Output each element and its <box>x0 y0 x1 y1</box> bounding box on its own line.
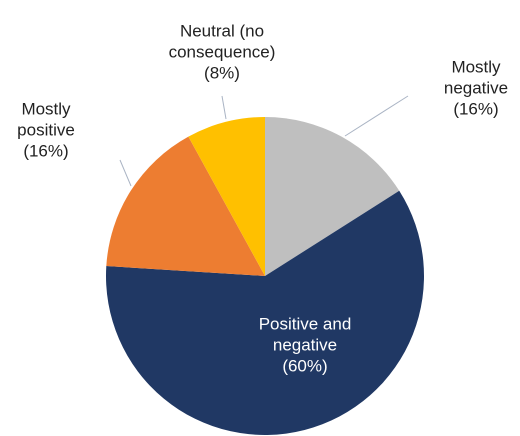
category-label: Mostly positive <box>17 99 75 140</box>
value-label: (8%) <box>204 63 240 83</box>
pie-slice <box>105 190 424 436</box>
leader-line <box>119 159 132 187</box>
slice-label: Neutral (no consequence) (8%) <box>147 21 297 84</box>
leader-line <box>221 95 227 120</box>
category-label: Mostly negative <box>443 57 509 98</box>
pie-slice <box>265 117 400 276</box>
slice-label: Mostly positive (16%) <box>1 99 91 162</box>
value-label: (16%) <box>453 99 499 119</box>
category-label: Neutral (no consequence) <box>168 21 276 62</box>
pie-slice <box>188 117 265 276</box>
category-label: Positive and negative <box>258 314 352 355</box>
value-label: (60%) <box>282 356 328 376</box>
slice-label: Positive and negative (60%) <box>240 314 370 377</box>
value-label: (16%) <box>23 141 69 161</box>
leader-line <box>344 95 409 137</box>
pie-slice <box>106 136 265 276</box>
slice-label: Mostly negative (16%) <box>431 57 520 120</box>
